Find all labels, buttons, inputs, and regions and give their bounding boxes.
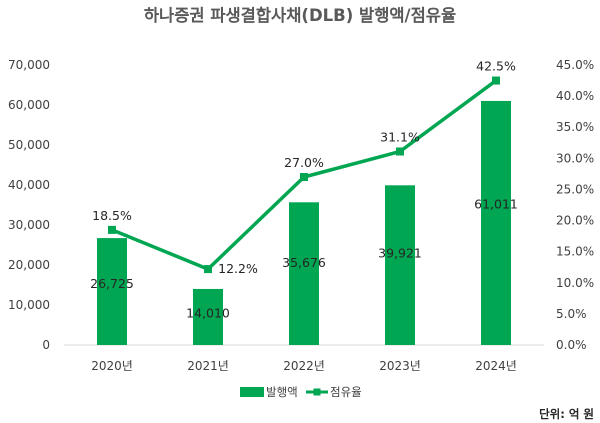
chart-title: 하나증권 파생결합사채(DLB) 발행액/점유율 [144,5,456,25]
right-tick-label: 25.0% [556,182,594,196]
bar [97,238,127,345]
line-point [108,225,116,234]
x-tick-label: 2021년 [187,359,229,373]
line-point [396,147,404,156]
left-tick-label: 30,000 [8,218,50,232]
left-tick-label: 20,000 [8,258,50,272]
line-value-label: 27.0% [284,155,324,170]
right-tick-label: 10.0% [556,276,594,290]
left-tick-label: 40,000 [8,178,50,192]
line-value-label: 18.5% [92,208,132,223]
x-tick-label: 2023년 [379,359,421,373]
legend-swatch-marker [313,388,321,396]
legend: 발행액 점유율 [240,385,362,399]
x-tick-label: 2024년 [475,359,517,373]
x-tick-label: 2020년 [91,359,133,373]
line-value-label: 42.5% [476,59,516,74]
bar [385,185,415,345]
bar-value-label: 14,010 [186,305,230,320]
line-point [492,76,500,85]
left-tick-label: 70,000 [8,58,50,72]
bar-value-label: 61,011 [474,196,518,211]
legend-swatch-bar [240,387,264,397]
right-axis-ticks: 0.0% 5.0% 10.0% 15.0% 20.0% 25.0% 30.0% 35.0% 40… [556,58,594,352]
right-tick-label: 45.0% [556,58,594,72]
unit-note: 단위: 억 원 [539,407,594,421]
right-tick-label: 35.0% [556,120,594,134]
x-axis-ticks: 2020년 2021년 2022년 2023년 2024년 [91,359,517,373]
bar-value-label: 35,676 [282,255,326,270]
line-value-label: 31.1% [380,129,420,144]
right-tick-label: 5.0% [556,307,587,321]
right-tick-label: 40.0% [556,89,594,103]
bar-series [97,100,511,346]
left-tick-label: 0 [42,338,50,352]
line-point [204,265,212,274]
line-series [108,76,500,274]
line-point [300,173,308,181]
left-tick-label: 10,000 [8,298,50,312]
bar [481,100,511,346]
line-data-labels: 18.5% 12.2% 27.0% 31.1% 42.5% [92,59,516,277]
right-tick-label: 15.0% [556,245,594,259]
bar-data-labels: 26,725 14,010 35,676 39,921 61,011 [90,196,518,320]
left-axis-ticks: 0 10,000 20,000 30,000 40,000 50,000 60,000 70,… [8,58,50,352]
right-tick-label: 30.0% [556,151,594,165]
x-tick-label: 2022년 [283,359,325,373]
left-tick-label: 60,000 [8,98,50,112]
line-value-label: 12.2% [218,261,258,276]
right-tick-label: 0.0% [556,338,587,352]
right-tick-label: 20.0% [556,214,594,228]
bar-value-label: 26,725 [90,276,134,291]
left-tick-label: 50,000 [8,138,50,152]
bar-value-label: 39,921 [378,245,422,260]
legend-label-line: 점유율 [330,385,362,399]
bar [193,288,223,345]
bar [289,202,319,345]
legend-label-bar: 발행액 [266,385,298,399]
